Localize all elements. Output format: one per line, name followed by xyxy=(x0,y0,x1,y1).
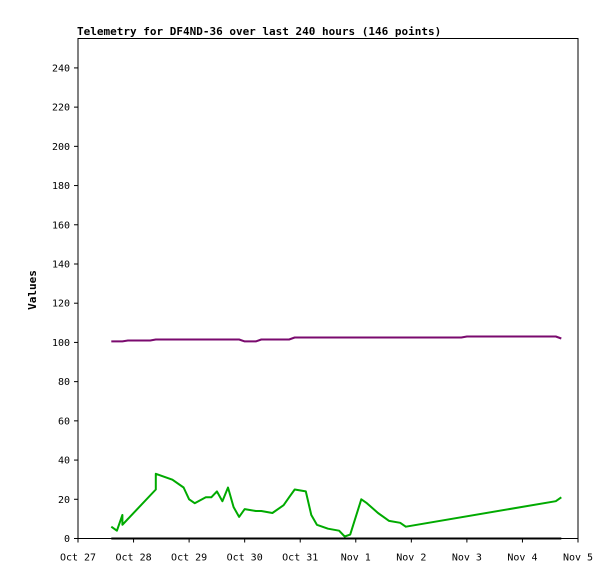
x-tick-label: Nov 3 xyxy=(452,553,482,564)
y-tick-label: 100 xyxy=(52,338,70,349)
x-tick-label: Oct 29 xyxy=(171,553,207,564)
series-line-1 xyxy=(111,335,562,343)
y-tick-label: 180 xyxy=(52,181,70,192)
y-axis-label: Values xyxy=(26,270,39,310)
y-axis: 0 20 40 60 80 100 120 140 160 180 200 220 240 xyxy=(52,63,78,545)
plot-area xyxy=(77,38,579,539)
x-tick-label: Oct 28 xyxy=(115,553,151,564)
x-axis: Oct 27 Oct 28 Oct 29 Oct 30 Oct 31 Nov 1 Nov 2… xyxy=(60,538,593,564)
x-tick-label: Nov 4 xyxy=(507,553,537,564)
chart-title: Telemetry for DF4ND-36 over last 240 hou… xyxy=(77,25,441,38)
series-layer xyxy=(110,335,562,540)
y-tick-label: 200 xyxy=(52,142,70,153)
y-tick-label: 140 xyxy=(52,259,70,270)
y-tick-label: 80 xyxy=(58,377,70,388)
y-tick-label: 20 xyxy=(58,495,70,506)
y-tick-label: 160 xyxy=(52,220,70,231)
y-tick-label: 220 xyxy=(52,103,70,114)
series-line-2 xyxy=(110,472,562,538)
y-tick-label: 0 xyxy=(64,534,70,545)
y-tick-label: 120 xyxy=(52,299,70,310)
x-tick-label: Oct 30 xyxy=(227,553,263,564)
y-tick-label: 60 xyxy=(58,416,70,427)
x-tick-label: Oct 31 xyxy=(282,553,318,564)
x-tick-label: Nov 5 xyxy=(563,553,593,564)
y-tick-label: 40 xyxy=(58,456,70,467)
y-tick-label: 240 xyxy=(52,63,70,74)
x-tick-label: Nov 2 xyxy=(396,553,426,564)
x-tick-label: Nov 1 xyxy=(341,553,371,564)
x-tick-label: Oct 27 xyxy=(60,553,96,564)
